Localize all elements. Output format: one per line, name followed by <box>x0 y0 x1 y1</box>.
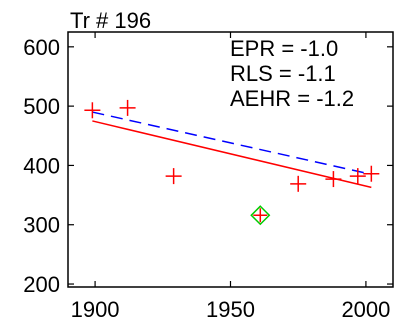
x-tick-label: 2000 <box>341 297 390 322</box>
y-tick-label: 400 <box>23 153 60 178</box>
annotation-rls: RLS = -1.1 <box>230 61 336 86</box>
x-tick-label: 1900 <box>71 297 120 322</box>
x-tick-label: 1950 <box>206 297 255 322</box>
annotation-epr: EPR = -1.0 <box>230 36 338 61</box>
data-point <box>363 165 380 182</box>
annotation-aehr: AEHR = -1.2 <box>230 86 354 111</box>
data-point <box>325 171 342 188</box>
trend-line-dashed <box>92 111 372 176</box>
y-tick-label: 200 <box>23 272 60 297</box>
y-tick-label: 500 <box>23 94 60 119</box>
ticks-layer: 1900 1950 2000 200 300 400 500 600 <box>23 32 393 322</box>
y-tick-label: 300 <box>23 213 60 238</box>
y-tick-label: 600 <box>23 35 60 60</box>
outlier-point <box>250 205 271 226</box>
data-point <box>290 175 307 192</box>
data-point <box>119 99 136 116</box>
trend-line-solid <box>92 120 372 189</box>
data-point <box>84 102 101 119</box>
chart-title: Tr # 196 <box>70 8 151 33</box>
data-point <box>165 168 182 185</box>
data-point <box>349 168 366 185</box>
plot-layer <box>84 99 380 226</box>
